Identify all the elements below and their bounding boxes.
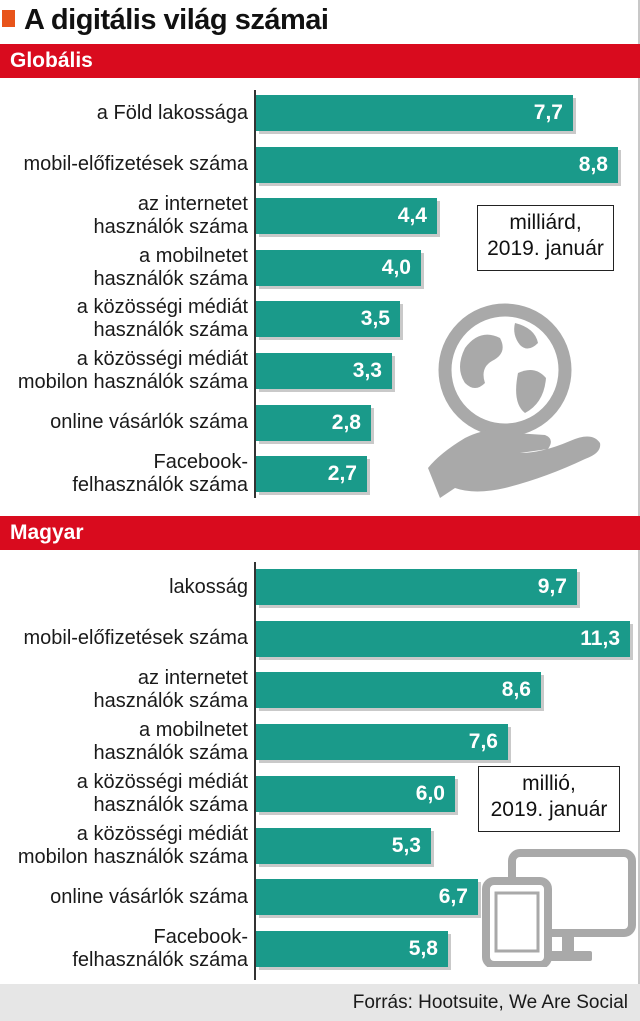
hungary-chart: millió, 2019. január 9,7 lakosság 11,3 mobi… (0, 550, 640, 980)
bar-value-label: 2,8 (331, 410, 361, 434)
category-label-line: online vásárlók száma (50, 885, 248, 908)
category-label-line: lakosság (169, 575, 248, 598)
category-label-line: felhasználók száma (72, 474, 248, 497)
category-label-line: Facebook- (153, 925, 249, 948)
title-row: A digitális világ számai (0, 0, 640, 40)
bar: 2,8 (256, 404, 371, 441)
global-axis-line (254, 90, 256, 498)
category-label: a közösségi médiát mobilon használók szám… (0, 348, 248, 394)
category-label-line: használók száma (93, 793, 248, 816)
category-label: online vásárlók száma (0, 886, 248, 909)
section-header-hungary: Magyar (0, 516, 640, 550)
page-title: A digitális világ számai (24, 4, 329, 36)
category-label: a mobilnetet használók száma (0, 719, 248, 765)
category-label-line: az internetet (137, 193, 248, 216)
bar-value-label: 7,7 (533, 101, 563, 124)
category-label: az internetet használók száma (0, 667, 248, 713)
category-label-line: mobil-előfizetések száma (23, 627, 248, 650)
bar-value-label: 4,0 (381, 255, 411, 279)
category-label-line: a mobilnetet (139, 719, 248, 742)
category-label: Facebook-felhasználók száma (0, 451, 248, 497)
section-title-hungary: Magyar (10, 521, 84, 544)
bar: 7,6 (256, 724, 508, 761)
category-label: a közösségi médiát használók száma (0, 771, 248, 817)
bar: 8,6 (256, 672, 541, 709)
footer: Forrás: Hootsuite, We Are Social (0, 984, 640, 1021)
bar: 6,0 (256, 775, 455, 812)
category-label: mobil-előfizetések száma (0, 627, 248, 650)
bar: 6,7 (256, 879, 478, 916)
category-label-line: a mobilnetet (139, 244, 248, 267)
bar-value-label: 11,3 (580, 626, 620, 650)
hungary-unit-note: millió, 2019. január (478, 766, 620, 832)
bar: 3,3 (256, 353, 392, 389)
bar-value-label: 6,7 (438, 885, 468, 909)
category-label: a Föld lakossága (0, 102, 248, 125)
devices-icon (482, 849, 636, 967)
category-label-line: az internetet (137, 667, 248, 690)
hungary-unit-line1: millió, (522, 772, 576, 795)
section-title-global: Globális (10, 49, 93, 72)
category-label-line: felhasználók száma (72, 948, 248, 971)
hungary-axis-line (254, 562, 256, 980)
bar-value-label: 9,7 (537, 575, 567, 598)
category-label: a mobilnetet használók száma (0, 245, 248, 291)
bar-value-label: 5,8 (408, 936, 438, 960)
bar-value-label: 4,4 (397, 204, 427, 228)
bar-value-label: 2,7 (327, 462, 357, 486)
bar-value-label: 8,8 (578, 152, 608, 176)
category-label: online vásárlók száma (0, 411, 248, 434)
bar: 11,3 (256, 620, 630, 657)
category-label: az internetet használók száma (0, 193, 248, 239)
category-label-line: a Föld lakossága (96, 101, 248, 124)
global-chart: milliárd, 2019. január 7,7 a Föld lakossá… (0, 78, 640, 500)
category-label-line: használók száma (93, 690, 248, 713)
category-label: mobil-előfizetések száma (0, 153, 248, 176)
category-label-line: a közösségi médiát (76, 822, 248, 845)
bar: 2,7 (256, 456, 367, 493)
global-unit-line2: 2019. január (487, 237, 604, 260)
category-label: lakosság (0, 576, 248, 599)
bar: 5,8 (256, 930, 448, 967)
category-label-line: használók száma (93, 267, 248, 290)
bar-value-label: 8,6 (501, 678, 531, 702)
category-label: a közösségi médiát mobilon használók szám… (0, 823, 248, 869)
title-marker (2, 10, 15, 27)
category-label-line: online vásárlók száma (50, 411, 248, 434)
category-label-line: mobilon használók száma (17, 845, 248, 868)
category-label-line: használók száma (93, 319, 248, 342)
category-label-line: a közösségi médiát (76, 296, 248, 319)
bar-value-label: 3,3 (352, 359, 382, 382)
section-header-global: Globális (0, 44, 640, 78)
bar: 9,7 (256, 569, 577, 605)
bar-value-label: 3,5 (360, 307, 390, 331)
source-text: Forrás: Hootsuite, We Are Social (352, 992, 628, 1013)
global-unit-line1: milliárd, (509, 211, 582, 234)
hungary-unit-line2: 2019. január (490, 798, 608, 821)
bar-value-label: 5,3 (391, 833, 421, 857)
bar: 8,8 (256, 146, 618, 183)
category-label-line: Facebook- (153, 451, 249, 474)
category-label-line: használók száma (93, 742, 248, 765)
category-label-line: a közösségi médiát (76, 348, 248, 370)
category-label: Facebook-felhasználók száma (0, 926, 248, 972)
category-label-line: mobilon használók száma (17, 371, 248, 393)
category-label-line: mobil-előfizetések száma (23, 153, 248, 176)
bar: 3,5 (256, 301, 400, 338)
bar: 4,0 (256, 249, 421, 286)
bar: 5,3 (256, 827, 431, 864)
category-label-line: használók száma (93, 216, 248, 239)
category-label: a közösségi médiát használók száma (0, 296, 248, 342)
category-label-line: a közösségi médiát (76, 770, 248, 793)
bar: 4,4 (256, 198, 437, 235)
global-unit-note: milliárd, 2019. január (477, 205, 614, 271)
bar-value-label: 7,6 (468, 730, 498, 754)
globe-in-hand-icon (428, 303, 601, 498)
bar-value-label: 6,0 (415, 781, 445, 805)
bar: 7,7 (256, 95, 573, 131)
